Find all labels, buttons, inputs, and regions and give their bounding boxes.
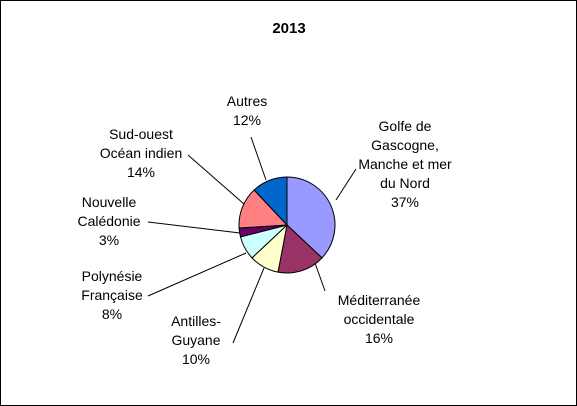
leader-line-1 <box>314 262 326 292</box>
slice-percent-4: 3% <box>99 232 119 248</box>
slice-percent-6: 12% <box>233 112 261 128</box>
slice-label-line-4-1: Calédonie <box>77 213 140 229</box>
slice-label-line-3-0: Polynésie <box>82 268 143 284</box>
slice-label-line-6-0: Autres <box>227 93 267 109</box>
slice-label-1: Méditerranée occidentale 16% <box>338 292 421 346</box>
slice-label-5: Sud-ouest Océan indien 14% <box>100 126 183 180</box>
slice-label-line-0-1: Gascogne, <box>371 137 439 153</box>
leader-line-6 <box>250 136 267 181</box>
pie-slices <box>238 176 336 274</box>
slice-percent-3: 8% <box>102 306 122 322</box>
leader-line-5 <box>187 154 245 205</box>
leader-line-4 <box>147 221 241 234</box>
slice-label-line-1-1: occidentale <box>344 311 415 327</box>
slice-label-line-1-0: Méditerranée <box>338 292 421 308</box>
slice-label-line-3-1: Française <box>81 287 143 303</box>
slice-percent-0: 37% <box>391 194 419 210</box>
slice-label-line-0-0: Golfe de <box>379 118 432 134</box>
slice-label-3: Polynésie Française 8% <box>81 268 143 322</box>
slice-label-line-0-3: du Nord <box>380 175 430 191</box>
leader-line-2 <box>232 267 265 344</box>
leader-line-3 <box>147 252 247 297</box>
pie-slice-6 <box>253 176 288 227</box>
slice-label-4: Nouvelle Calédonie 3% <box>77 194 140 248</box>
slice-label-line-2-1: Guyane <box>171 332 220 348</box>
leader-line-0 <box>335 168 357 201</box>
slice-label-line-4-0: Nouvelle <box>82 194 137 210</box>
slice-label-line-0-2: Manche et mer <box>358 156 452 172</box>
slice-label-6: Autres 12% <box>227 93 267 128</box>
pie-slice-0 <box>286 176 336 259</box>
chart-title: 2013 <box>272 20 305 37</box>
slice-label-line-5-0: Sud-ouest <box>109 126 173 142</box>
slice-percent-5: 14% <box>127 164 155 180</box>
slice-label-0: Golfe de Gascogne, Manche et mer du Nord 37% <box>358 118 452 210</box>
slice-label-2: Antilles- Guyane 10% <box>171 313 221 367</box>
slice-percent-2: 10% <box>182 351 210 367</box>
slice-labels: Golfe de Gascogne, Manche et mer du Nord 37%… <box>77 93 452 367</box>
pie-slice-1 <box>277 224 323 274</box>
slice-label-line-2-0: Antilles- <box>171 313 221 329</box>
slice-percent-1: 16% <box>365 330 393 346</box>
slice-label-line-5-1: Océan indien <box>100 145 183 161</box>
leader-lines <box>147 136 357 344</box>
